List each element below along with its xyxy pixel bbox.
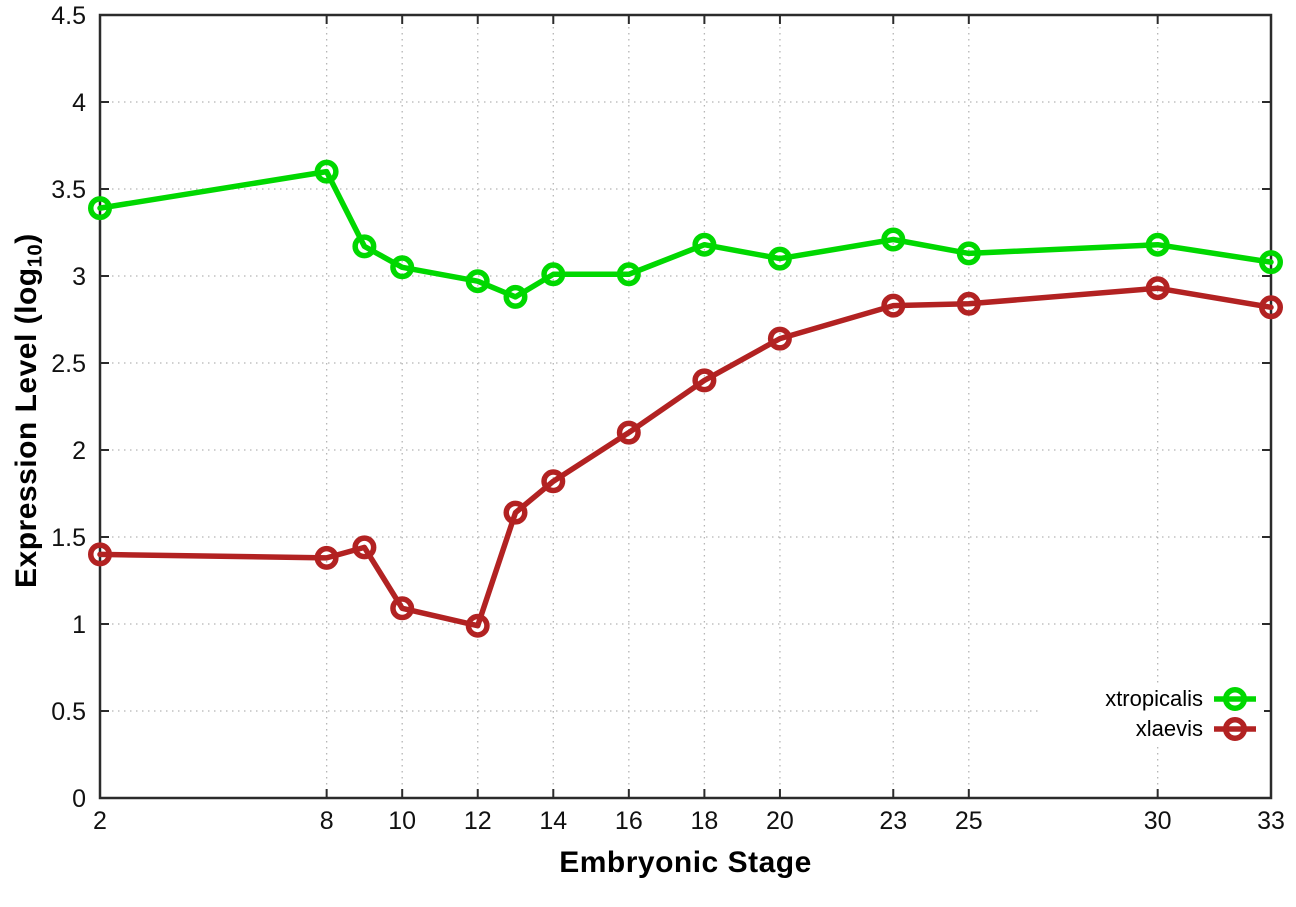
data-point-xlaevis <box>541 469 566 494</box>
data-point-xtropicalis <box>541 262 566 287</box>
legend-marker-xlaevis-icon <box>1214 717 1256 741</box>
x-tick-label: 30 <box>1144 807 1172 835</box>
x-tick-label: 20 <box>766 807 794 835</box>
data-point-xtropicalis <box>465 269 490 294</box>
x-tick-label: 18 <box>690 807 718 835</box>
x-axis-title: Embryonic Stage <box>559 846 812 879</box>
data-point-xtropicalis <box>352 234 377 259</box>
y-tick-label: 1.5 <box>51 524 86 552</box>
data-point-xlaevis <box>692 368 717 393</box>
y-axis-title-subscript: 10 <box>24 243 47 268</box>
data-point-xtropicalis <box>616 262 641 287</box>
data-point-xlaevis <box>88 542 112 567</box>
data-point-xtropicalis <box>767 246 792 271</box>
data-point-xtropicalis <box>88 196 112 221</box>
data-point-xtropicalis <box>390 255 415 280</box>
x-tick-label: 14 <box>539 807 567 835</box>
y-axis-title-close: ) <box>10 233 43 244</box>
legend-label-xlaevis: xlaevis <box>1135 716 1203 741</box>
x-tick-label: 23 <box>879 807 907 835</box>
legend-label-xtropicalis: xtropicalis <box>1105 686 1203 711</box>
data-point-xtropicalis <box>1145 232 1170 257</box>
data-point-xlaevis <box>465 613 490 638</box>
y-tick-label: 0 <box>72 785 86 813</box>
plot-frame <box>98 13 1273 800</box>
y-tick-label: 4 <box>72 89 86 117</box>
legend-item-xlaevis: xlaevis <box>1042 714 1258 744</box>
data-point-xlaevis <box>767 326 792 351</box>
y-tick-label: 4.5 <box>51 2 86 30</box>
y-tick-label: 2.5 <box>51 350 86 378</box>
data-point-xtropicalis <box>503 284 528 309</box>
data-point-xtropicalis <box>314 159 339 184</box>
x-tick-label: 8 <box>320 807 334 835</box>
data-point-xtropicalis <box>881 227 906 252</box>
series-line-xtropicalis <box>97 168 1274 300</box>
legend-marker-xtropicalis-icon <box>1214 687 1256 711</box>
data-point-xlaevis <box>1259 295 1283 320</box>
data-point-xlaevis <box>352 535 377 560</box>
y-axis-title-main: Expression Level (log <box>10 267 43 588</box>
x-tick-label: 33 <box>1257 807 1285 835</box>
y-tick-label: 2 <box>72 437 86 465</box>
legend-item-xtropicalis: xtropicalis <box>1042 684 1258 714</box>
y-tick-label: 3 <box>72 263 86 291</box>
data-point-xlaevis <box>1145 276 1170 301</box>
data-point-xlaevis <box>956 291 981 316</box>
y-tick-label: 0.5 <box>51 698 86 726</box>
x-tick-label: 25 <box>955 807 983 835</box>
data-point-xlaevis <box>616 420 641 445</box>
x-tick-label: 2 <box>93 807 107 835</box>
data-point-xlaevis <box>881 293 906 318</box>
y-tick-label: 3.5 <box>51 176 86 204</box>
data-point-xtropicalis <box>1259 250 1283 275</box>
data-point-xtropicalis <box>692 232 717 257</box>
y-axis-title: Expression Level (log10) <box>10 233 48 588</box>
data-point-xlaevis <box>503 500 528 525</box>
y-tick-label: 1 <box>72 611 86 639</box>
x-tick-label: 12 <box>464 807 492 835</box>
x-tick-label: 10 <box>388 807 416 835</box>
legend: xtropicalis xlaevis <box>1040 683 1264 745</box>
series-line-xlaevis <box>97 285 1274 629</box>
data-point-xlaevis <box>314 545 339 570</box>
data-point-xlaevis <box>390 596 415 621</box>
x-tick-label: 16 <box>615 807 643 835</box>
data-point-xtropicalis <box>956 241 981 266</box>
